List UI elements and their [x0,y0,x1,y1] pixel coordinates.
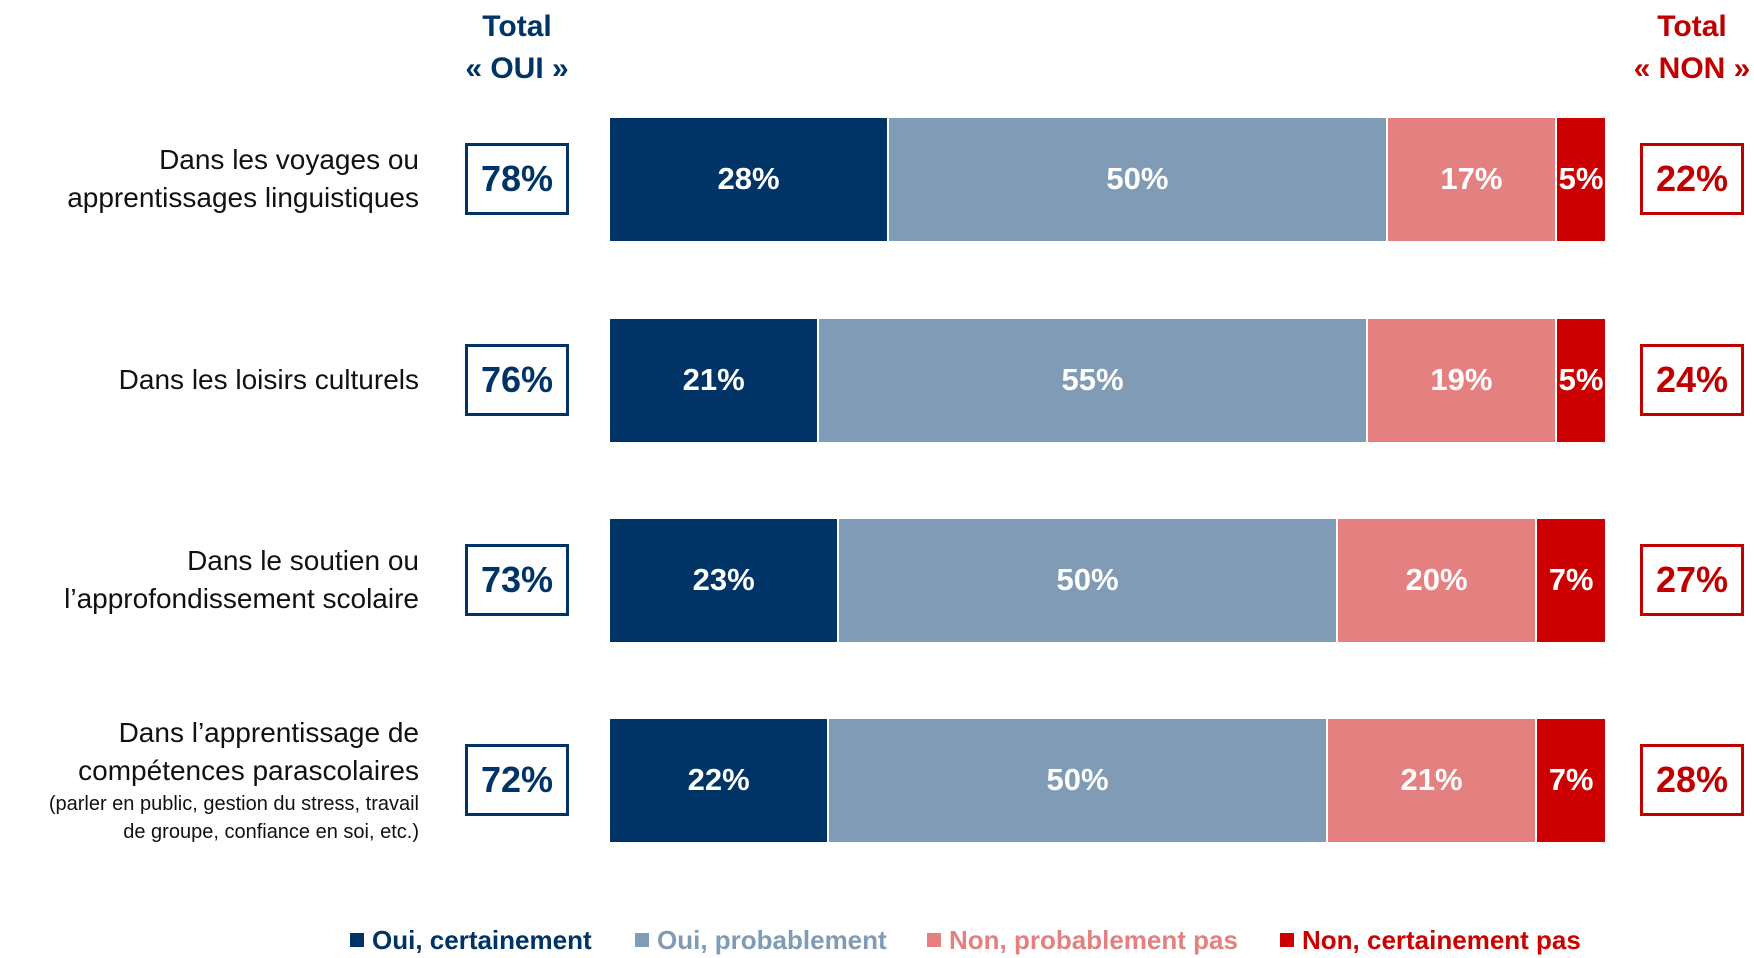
legend-swatch [350,933,364,947]
bar-segment: 7% [1537,718,1607,842]
legend-swatch [635,933,649,947]
category-label: Dans l’apprentissage de compétences para… [0,700,419,860]
bar-segment: 50% [889,117,1388,241]
header-yes: Total « OUI » [465,10,569,85]
total-no-label: 27% [1655,559,1729,600]
bar-value-label: 21% [1400,762,1463,797]
bar-segment: 17% [1387,117,1558,241]
legend-item: Non, probablement pas [927,922,1238,958]
legend-label: Oui, certainement [372,924,592,955]
bar-segment: 55% [819,318,1368,442]
category-note: (parler en public, gestion du stress, tr… [48,793,419,843]
bar-value-label: 21% [682,362,745,397]
bar-value-label: 55% [1061,362,1124,397]
bar-value-label: 7% [1548,562,1594,597]
total-no: 24% [1640,344,1744,416]
category-label: Dans le soutien ou l’approfondissement s… [0,500,419,660]
bar-value-label: 23% [692,562,755,597]
total-no-label: 22% [1655,158,1729,199]
legend-swatch [1280,933,1294,947]
legend-item: Oui, certainement [350,922,592,958]
bar-segment: 20% [1337,518,1538,642]
total-yes-label: 72% [480,759,554,800]
bar-value-label: 20% [1405,562,1468,597]
bar-value-label: 28% [717,161,780,196]
bar-value-label: 50% [1056,562,1119,597]
total-yes: 73% [465,544,569,616]
bar-value-label: 50% [1106,161,1169,196]
category-text: Dans l’apprentissage de compétences para… [78,717,419,786]
bar-segment: 21% [610,318,820,442]
category-text: Dans les voyages ou apprentissages lingu… [67,144,419,213]
category-label: Dans les voyages ou apprentissages lingu… [0,99,419,259]
legend-label: Non, probablement pas [949,924,1238,955]
bar-value-label: 19% [1430,362,1493,397]
bar-segment: 5% [1557,318,1607,442]
legend-label: Oui, probablement [657,924,887,955]
bar-segment: 22% [610,718,830,842]
bar-value-label: 22% [687,762,750,797]
total-no: 27% [1640,544,1744,616]
legend-swatch [927,933,941,947]
bar-segment: 21% [1327,718,1538,842]
bar-segment: 28% [610,117,890,241]
total-yes-label: 78% [480,158,554,199]
total-no-label: 28% [1655,759,1729,800]
total-no: 22% [1640,143,1744,215]
bar-value-label: 17% [1440,161,1503,196]
header-no: Total « NON » [1633,10,1751,85]
bar-segment: 50% [839,518,1338,642]
total-no-label: 24% [1655,359,1729,400]
legend-label: Non, certainement pas [1302,924,1581,955]
category-text: Dans les loisirs culturels [118,364,419,395]
total-yes: 78% [465,143,569,215]
legend-item: Non, certainement pas [1280,922,1581,958]
bar-segment: 7% [1537,518,1607,642]
total-yes-label: 73% [480,559,554,600]
bar-value-label: 5% [1558,161,1604,196]
bar-value-label: 7% [1548,762,1594,797]
total-yes: 76% [465,344,569,416]
category-text: Dans le soutien ou l’approfondissement s… [64,545,419,614]
legend-item: Oui, probablement [635,922,887,958]
category-label: Dans les loisirs culturels [0,300,419,460]
bar-segment: 5% [1557,117,1607,241]
bar-segment: 50% [829,718,1328,842]
bar-value-label: 50% [1046,762,1109,797]
bar-value-label: 5% [1558,362,1604,397]
bar-segment: 19% [1367,318,1558,442]
total-yes-label: 76% [480,359,554,400]
total-yes: 72% [465,744,569,816]
bar-segment: 23% [610,518,840,642]
total-no: 28% [1640,744,1744,816]
